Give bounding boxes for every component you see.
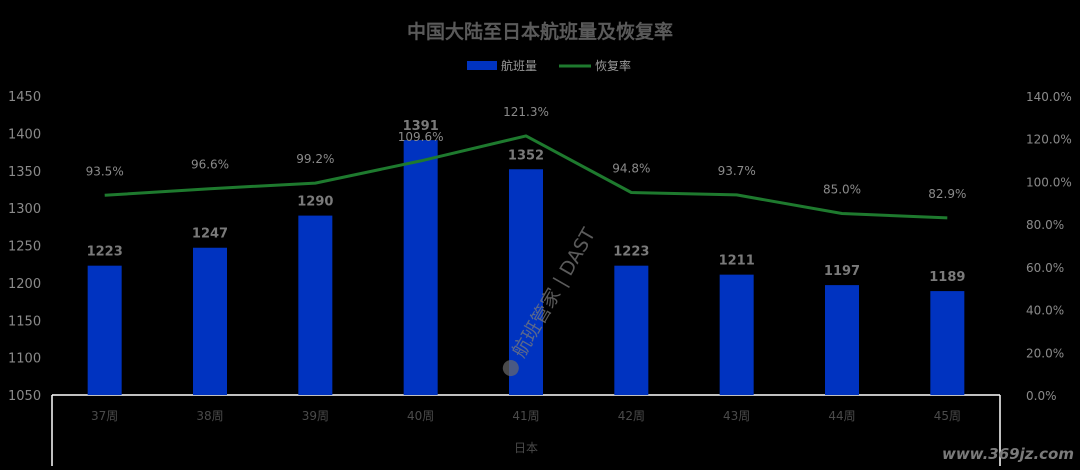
bar	[930, 291, 965, 395]
left-tick-label: 1100	[8, 352, 41, 367]
category-label: 45周	[934, 409, 961, 423]
bar-value-label: 1211	[719, 254, 755, 269]
rate-value-label: 109.6%	[398, 130, 444, 144]
category-label: 39周	[302, 409, 329, 423]
right-tick-label: 40.0%	[1026, 304, 1064, 318]
category-label: 38周	[196, 409, 223, 423]
right-tick-label: 0.0%	[1026, 389, 1057, 403]
left-tick-label: 1150	[8, 314, 41, 329]
rate-value-label: 85.0%	[823, 182, 861, 196]
bar-value-label: 1223	[613, 245, 649, 260]
legend: 航班量 恢复率	[467, 58, 631, 73]
bar	[403, 140, 438, 395]
bar	[614, 265, 649, 395]
bar-value-label: 1352	[508, 148, 544, 163]
bar-value-label: 1189	[929, 270, 965, 285]
bar-value-label: 1197	[824, 264, 860, 279]
line-data-labels: 93.5% 96.6% 99.2% 109.6% 121.3% 94.8% 93.7% 85.…	[86, 105, 967, 201]
left-tick-label: 1200	[8, 277, 41, 292]
left-tick-label: 1300	[8, 202, 41, 217]
category-label: 42周	[618, 409, 645, 423]
site-watermark: www.369jz.com	[942, 445, 1074, 463]
rate-line	[104, 134, 948, 220]
category-label: 37周	[91, 409, 118, 423]
bar	[193, 247, 227, 395]
bar-value-label: 1223	[87, 245, 123, 260]
bar-value-label: 1290	[297, 195, 333, 210]
bar	[825, 285, 859, 395]
right-tick-label: 100.0%	[1026, 175, 1072, 189]
right-tick-label: 80.0%	[1026, 218, 1064, 232]
bar	[719, 274, 754, 395]
rate-value-label: 93.5%	[86, 164, 124, 178]
right-tick-label: 140.0%	[1026, 90, 1072, 104]
left-axis-ticks: 1050 1100 1150 1200 1250 1300 1350 1400 1450	[8, 90, 41, 404]
rate-value-label: 121.3%	[503, 105, 549, 119]
category-label: 41周	[512, 409, 539, 423]
category-label: 44周	[828, 409, 855, 423]
category-axis-frame	[51, 394, 1001, 466]
bar	[87, 265, 122, 395]
bar-data-labels: 1223 1247 1290 1391 1352 1223 1211 1197 1189	[87, 119, 966, 285]
left-tick-label: 1250	[8, 240, 41, 255]
legend-line-label: 恢复率	[595, 58, 631, 73]
left-tick-label: 1350	[8, 165, 41, 180]
left-tick-label: 1400	[8, 127, 41, 142]
right-tick-label: 60.0%	[1026, 261, 1064, 275]
rate-value-label: 94.8%	[612, 162, 650, 176]
bar	[298, 215, 333, 395]
plane-logo-icon	[502, 360, 519, 377]
bar	[509, 169, 543, 395]
legend-bar-label: 航班量	[501, 58, 537, 73]
bar-series	[87, 140, 965, 395]
legend-bar-swatch	[467, 61, 497, 70]
rate-value-label: 99.2%	[296, 152, 334, 166]
rate-value-label: 82.9%	[928, 187, 966, 201]
group-label: 日本	[514, 441, 538, 455]
right-tick-label: 120.0%	[1026, 133, 1072, 147]
left-tick-label: 1450	[8, 90, 41, 105]
rate-value-label: 93.7%	[718, 164, 756, 178]
category-labels: 37周 38周 39周 40周 41周 42周 43周 44周 45周	[91, 409, 961, 423]
rate-value-label: 96.6%	[191, 158, 229, 172]
category-label: 43周	[723, 409, 750, 423]
left-tick-label: 1050	[8, 389, 41, 404]
right-axis-ticks: 0.0% 20.0% 40.0% 60.0% 80.0% 100.0% 120.0% 140.…	[1026, 90, 1072, 403]
chart-title: 中国大陆至日本航班量及恢复率	[407, 20, 673, 43]
bar-value-label: 1391	[403, 119, 439, 134]
right-tick-label: 20.0%	[1026, 346, 1064, 360]
category-label: 40周	[407, 409, 434, 423]
bar-value-label: 1247	[192, 227, 228, 242]
